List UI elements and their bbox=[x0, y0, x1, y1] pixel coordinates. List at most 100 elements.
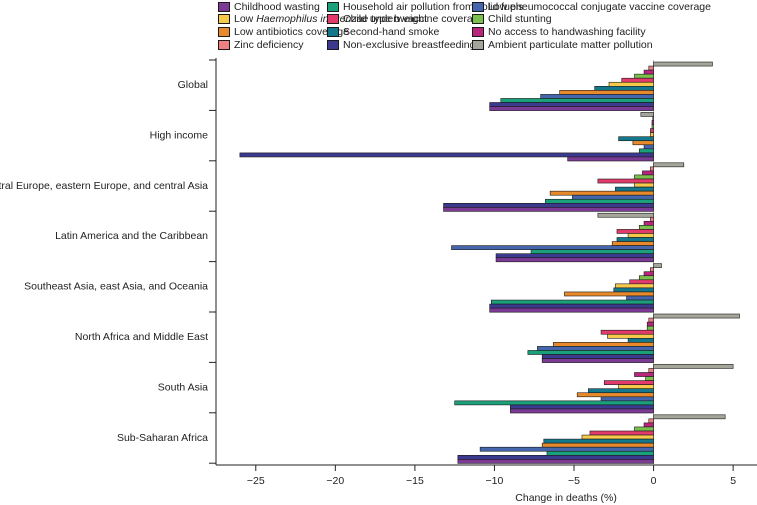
bar-non-exclusive-breastfeeding-north-africa-and-middle-east bbox=[541, 354, 654, 359]
legend-item-low-pneumococcal-conjugate-vaccine-coverage: Low pneumococcal conjugate vaccine cover… bbox=[472, 1, 711, 13]
bar-childhood-wasting-south-asia bbox=[510, 408, 654, 414]
bar-no-access-to-handwashing-facility-sub-saharan-africa bbox=[643, 422, 654, 428]
category-label-high-income: High income bbox=[150, 129, 209, 141]
bar-low-haemophilus-influenzae-type-b-vaccine-coverage-global bbox=[608, 81, 654, 87]
legend-label: Child underweight bbox=[343, 13, 428, 25]
bar-low-pneumococcal-conjugate-vaccine-coverage-global bbox=[540, 94, 654, 99]
bar-low-haemophilus-influenzae-type-b-vaccine-coverage-sub-saharan-africa bbox=[581, 434, 654, 440]
bar-low-pneumococcal-conjugate-vaccine-coverage-high-income bbox=[643, 144, 654, 150]
x-tick-label: −25 bbox=[247, 475, 265, 487]
bar-second-hand-smoke-south-asia bbox=[588, 388, 654, 394]
bar-childhood-wasting-global bbox=[489, 106, 654, 111]
bar-second-hand-smoke-central-europe-eastern-europe-and-central-asia bbox=[615, 186, 654, 192]
legend-item-zinc-deficiency: Zinc deficiency bbox=[218, 39, 303, 51]
bar-child-stunting-southeast-asia-east-asia-and-oceania bbox=[638, 275, 654, 281]
bar-ambient-particulate-matter-pollution-southeast-asia-east-asia-and-oceania bbox=[653, 263, 662, 268]
bar-household-air-pollution-from-solid-fuels-central-europe-eastern-europe-and-central-asia bbox=[545, 198, 654, 204]
bar-low-pneumococcal-conjugate-vaccine-coverage-sub-saharan-africa bbox=[479, 446, 654, 452]
bar-non-exclusive-breastfeeding-southeast-asia-east-asia-and-oceania bbox=[489, 303, 654, 309]
legend-swatch bbox=[218, 27, 230, 37]
bar-low-haemophilus-influenzae-type-b-vaccine-coverage-central-europe-eastern-europe-and-central-asia bbox=[634, 182, 654, 188]
bar-zinc-deficiency-sub-saharan-africa bbox=[648, 418, 654, 424]
legend-item-childhood-wasting: Childhood wasting bbox=[218, 1, 320, 13]
bar-low-antibiotics-coverage-latin-america-and-the-caribbean bbox=[611, 241, 654, 246]
bar-household-air-pollution-from-solid-fuels-south-asia bbox=[454, 400, 654, 406]
bar-zinc-deficiency-high-income bbox=[652, 116, 654, 121]
bar-child-stunting-high-income bbox=[651, 124, 654, 129]
bar-zinc-deficiency-southeast-asia-east-asia-and-oceania bbox=[650, 267, 654, 272]
bar-child-stunting-global bbox=[634, 73, 654, 79]
bar-non-exclusive-breastfeeding-global bbox=[489, 102, 654, 107]
bar-household-air-pollution-from-solid-fuels-southeast-asia-east-asia-and-oceania bbox=[490, 299, 654, 305]
bar-no-access-to-handwashing-facility-central-europe-eastern-europe-and-central-asia bbox=[642, 170, 654, 176]
bar-non-exclusive-breastfeeding-central-europe-eastern-europe-and-central-asia bbox=[443, 203, 654, 208]
bar-no-access-to-handwashing-facility-southeast-asia-east-asia-and-oceania bbox=[643, 271, 654, 277]
bar-non-exclusive-breastfeeding-sub-saharan-africa bbox=[457, 454, 654, 460]
legend-swatch bbox=[327, 14, 339, 24]
legend-swatch bbox=[218, 40, 230, 50]
legend-item-low-antibiotics-coverage: Low antibiotics coverage bbox=[218, 26, 349, 38]
legend-label: Second-hand smoke bbox=[343, 26, 440, 38]
bar-household-air-pollution-from-solid-fuels-latin-america-and-the-caribbean bbox=[530, 249, 654, 254]
bar-second-hand-smoke-latin-america-and-the-caribbean bbox=[616, 237, 654, 242]
bar-low-haemophilus-influenzae-type-b-vaccine-coverage-latin-america-and-the-caribbean bbox=[627, 233, 654, 238]
legend-label: Zinc deficiency bbox=[234, 39, 304, 51]
bar-low-pneumococcal-conjugate-vaccine-coverage-central-europe-eastern-europe-and-central-asia bbox=[572, 194, 654, 200]
bar-non-exclusive-breastfeeding-high-income bbox=[239, 152, 654, 158]
legend-label: Non-exclusive breastfeeding bbox=[343, 39, 476, 51]
x-tick-label: −5 bbox=[568, 475, 580, 487]
bar-no-access-to-handwashing-facility-global bbox=[643, 69, 654, 75]
bar-low-pneumococcal-conjugate-vaccine-coverage-latin-america-and-the-caribbean bbox=[451, 245, 654, 250]
legend: Childhood wasting Household air pollution… bbox=[218, 0, 757, 54]
bar-low-antibiotics-coverage-sub-saharan-africa bbox=[541, 442, 654, 448]
legend-item-ambient-particulate-matter-pollution: Ambient particulate matter pollution bbox=[472, 39, 653, 51]
bar-low-antibiotics-coverage-high-income bbox=[632, 140, 654, 146]
bar-low-pneumococcal-conjugate-vaccine-coverage-north-africa-and-middle-east bbox=[537, 346, 654, 351]
bar-second-hand-smoke-north-africa-and-middle-east bbox=[627, 337, 654, 343]
bar-ambient-particulate-matter-pollution-latin-america-and-the-caribbean bbox=[597, 212, 654, 218]
category-label-south-asia: South Asia bbox=[158, 381, 208, 393]
category-label-latin-america-and-the-caribbean: Latin America and the Caribbean bbox=[55, 230, 208, 242]
legend-swatch bbox=[218, 14, 230, 24]
legend-label: Childhood wasting bbox=[234, 1, 320, 13]
x-tick-label: 0 bbox=[651, 475, 657, 487]
bar-ambient-particulate-matter-pollution-global bbox=[653, 61, 713, 67]
bar-ambient-particulate-matter-pollution-south-asia bbox=[653, 364, 734, 369]
bar-child-underweight-global bbox=[621, 77, 654, 83]
bar-no-access-to-handwashing-facility-latin-america-and-the-caribbean bbox=[643, 221, 654, 226]
bar-child-stunting-north-africa-and-middle-east bbox=[646, 325, 654, 331]
x-tick-label: −10 bbox=[486, 475, 504, 487]
legend-label: Child stunting bbox=[488, 13, 552, 25]
bar-ambient-particulate-matter-pollution-north-africa-and-middle-east bbox=[653, 313, 740, 319]
bar-childhood-wasting-latin-america-and-the-caribbean bbox=[495, 257, 654, 263]
bar-second-hand-smoke-southeast-asia-east-asia-and-oceania bbox=[613, 287, 654, 293]
bar-ambient-particulate-matter-pollution-sub-saharan-africa bbox=[653, 414, 726, 420]
bar-childhood-wasting-southeast-asia-east-asia-and-oceania bbox=[489, 307, 654, 313]
legend-swatch bbox=[218, 2, 230, 12]
bar-second-hand-smoke-global bbox=[594, 86, 654, 91]
category-label-sub-saharan-africa: Sub-Saharan Africa bbox=[117, 432, 208, 444]
legend-label: Low antibiotics coverage bbox=[234, 26, 349, 38]
bar-child-underweight-central-europe-eastern-europe-and-central-asia bbox=[597, 178, 654, 184]
bar-ambient-particulate-matter-pollution-high-income bbox=[640, 112, 654, 117]
bar-childhood-wasting-high-income bbox=[567, 156, 654, 162]
legend-swatch bbox=[327, 40, 339, 50]
bar-childhood-wasting-central-europe-eastern-europe-and-central-asia bbox=[443, 207, 654, 212]
bar-child-stunting-central-europe-eastern-europe-and-central-asia bbox=[634, 174, 654, 180]
bar-zinc-deficiency-global bbox=[648, 65, 654, 71]
bar-low-antibiotics-coverage-south-asia bbox=[576, 392, 654, 398]
bar-childhood-wasting-north-africa-and-middle-east bbox=[541, 358, 654, 363]
bar-household-air-pollution-from-solid-fuels-high-income bbox=[638, 148, 654, 154]
bar-zinc-deficiency-north-africa-and-middle-east bbox=[648, 317, 654, 323]
bar-low-haemophilus-influenzae-type-b-vaccine-coverage-south-asia bbox=[618, 384, 654, 389]
legend-label: Low pneumococcal conjugate vaccine cover… bbox=[488, 1, 711, 13]
bar-ambient-particulate-matter-pollution-central-europe-eastern-europe-and-central-asia bbox=[653, 162, 685, 168]
category-label-central-europe-eastern-europe-and-central-asia: Central Europe, eastern Europe, and cent… bbox=[0, 180, 208, 192]
bar-child-stunting-south-asia bbox=[645, 376, 654, 381]
bar-child-stunting-latin-america-and-the-caribbean bbox=[638, 225, 654, 230]
legend-swatch bbox=[472, 27, 484, 37]
x-tick-label: −20 bbox=[326, 475, 344, 487]
bar-low-antibiotics-coverage-central-europe-eastern-europe-and-central-asia bbox=[549, 190, 654, 196]
category-label-southeast-asia-east-asia-and-oceania: Southeast Asia, east Asia, and Oceania bbox=[24, 281, 208, 293]
